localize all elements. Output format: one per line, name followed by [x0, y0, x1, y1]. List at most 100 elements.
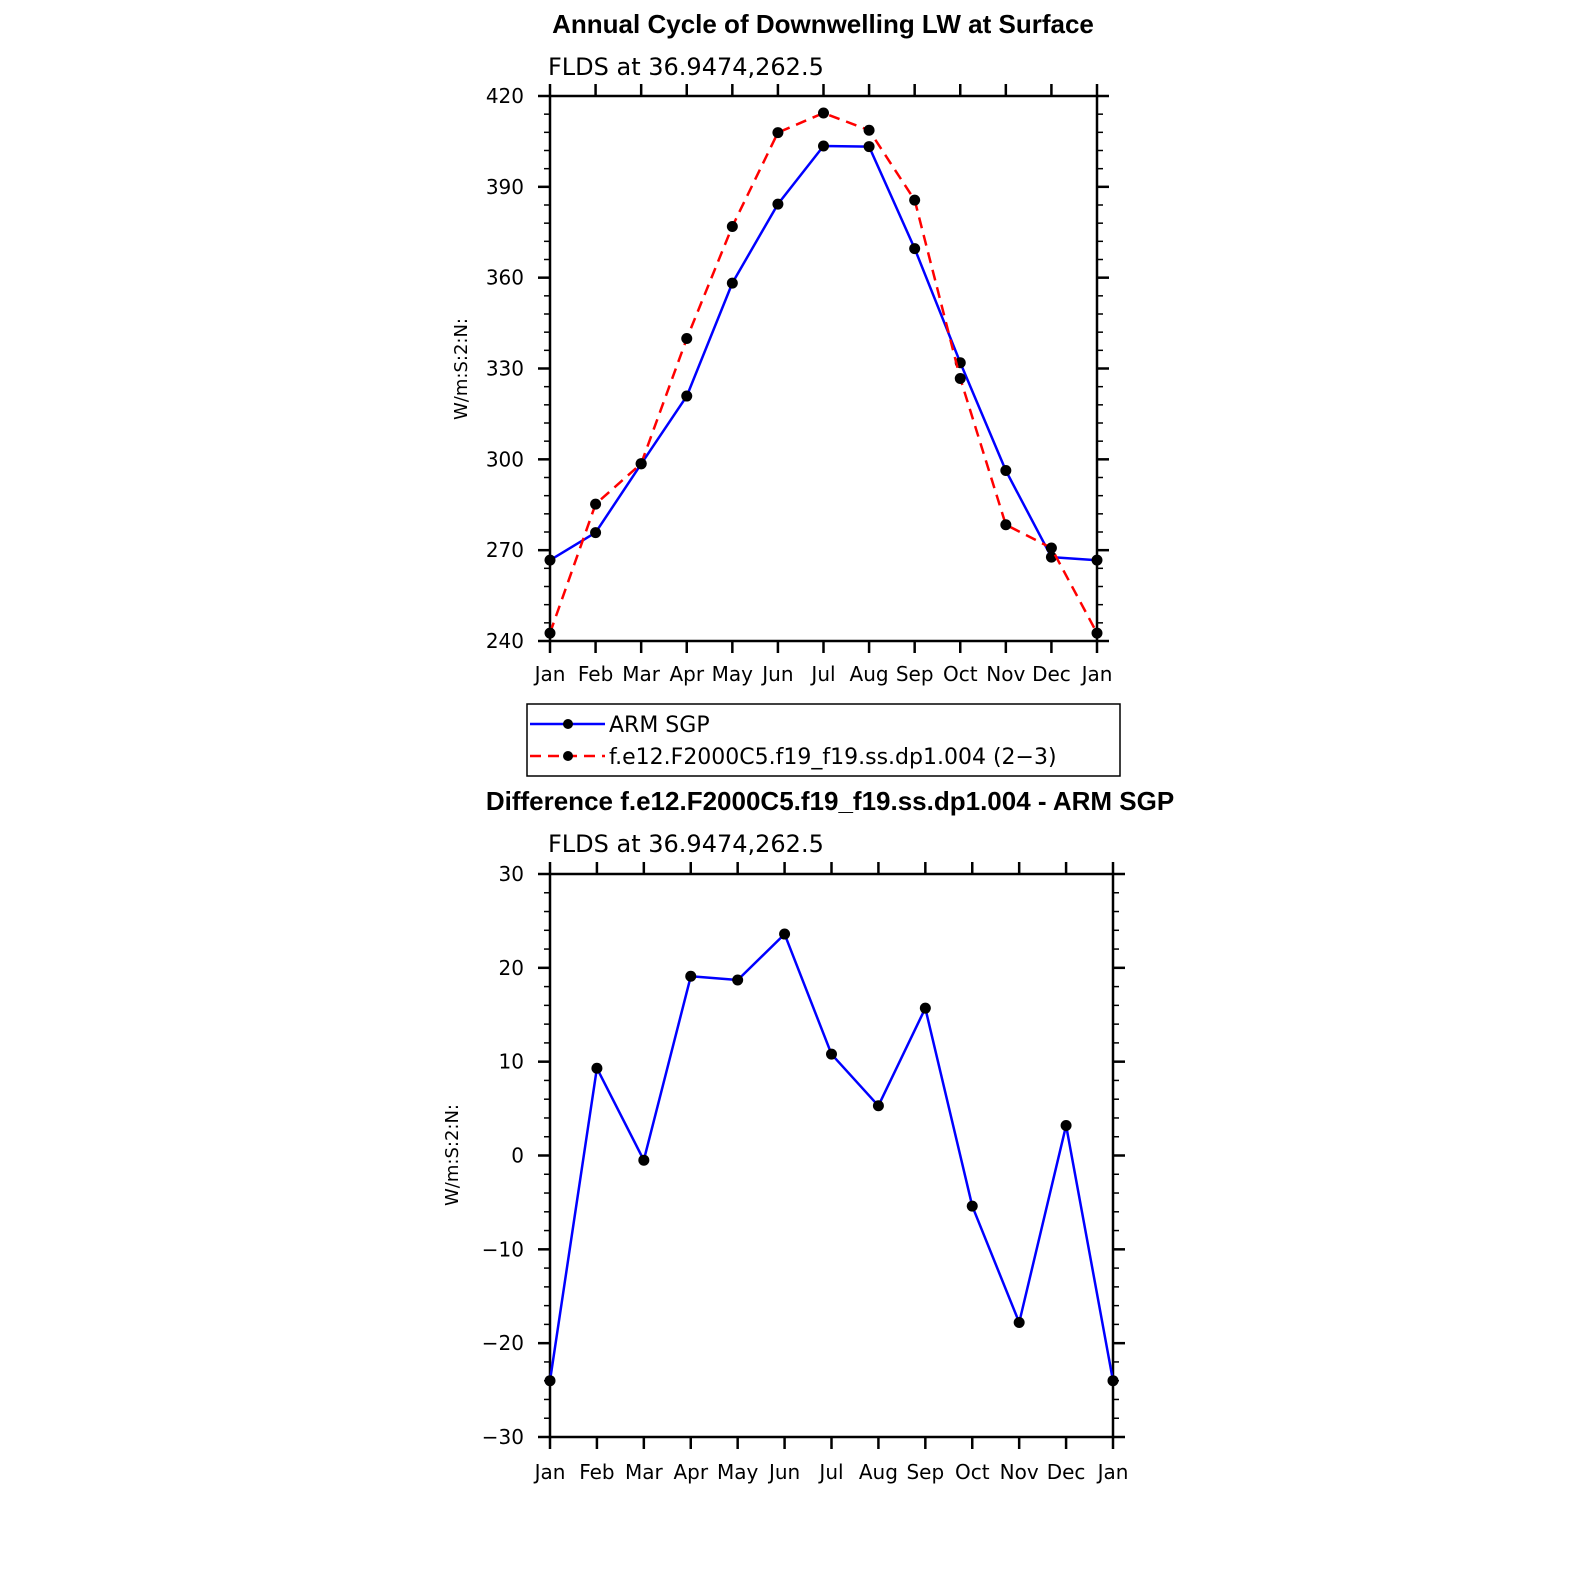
- x-tick-label: Jan: [533, 1460, 566, 1484]
- data-point: [1091, 554, 1103, 566]
- y-tick-labels: −30 −20 −10 0 10 20 30: [482, 862, 524, 1449]
- data-point: [1000, 519, 1012, 531]
- chart-subtitle: FLDS at 36.9474,262.5: [548, 830, 824, 858]
- x-tick-label: Sep: [906, 1460, 944, 1484]
- legend-box: [526, 703, 1121, 777]
- data-point: [872, 1100, 884, 1112]
- legend-marker-arm-sgp: [563, 719, 573, 729]
- data-point: [772, 198, 784, 210]
- chart-title: Difference f.e12.F2000C5.f19_f19.ss.dp1.…: [486, 786, 1174, 816]
- x-tick-label: Nov: [1000, 1460, 1039, 1484]
- y-tick-label: 10: [499, 1050, 524, 1074]
- data-point: [1045, 542, 1057, 554]
- plot-frame: [548, 872, 1115, 1439]
- data-point: [591, 1062, 603, 1074]
- x-tick-label: May: [712, 662, 754, 686]
- y-tick-label: 330: [486, 357, 524, 381]
- legend: ARM SGP f.e12.F2000C5.f19_f19.ss.dp1.004…: [526, 703, 1121, 777]
- data-point: [1091, 627, 1103, 639]
- x-tick-label: Jun: [767, 1460, 800, 1484]
- x-tick-labels: Jan Feb Mar Apr May Jun Jul Aug Sep Oct Nov Dec Jan: [533, 1460, 1129, 1484]
- y-tick-label: −20: [482, 1331, 524, 1355]
- data-point: [863, 141, 875, 153]
- data-point: [966, 1200, 978, 1212]
- y-tick-label: 360: [486, 266, 524, 290]
- x-tick-label: Aug: [850, 662, 889, 686]
- y-tick-label: 270: [486, 538, 524, 562]
- y-tick-label: −10: [482, 1237, 524, 1261]
- data-point: [779, 928, 791, 940]
- y-axis-label: W/m:S:2:N:: [451, 318, 472, 420]
- y-tick-label: 0: [511, 1144, 524, 1168]
- series-line-1: [548, 111, 1099, 634]
- data-point: [732, 974, 744, 986]
- data-point: [818, 107, 829, 119]
- x-tick-label: Oct: [955, 1460, 990, 1484]
- data-point: [909, 194, 921, 206]
- y-tick-label: 240: [486, 629, 524, 653]
- data-point: [1045, 551, 1057, 563]
- x-tick-label: Dec: [1047, 1460, 1086, 1484]
- chart-subtitle: FLDS at 36.9474,262.5: [548, 53, 824, 81]
- series-line-0: [549, 144, 1098, 562]
- data-point: [919, 1002, 931, 1014]
- x-tick-label: Feb: [578, 662, 613, 686]
- data-point: [1060, 1119, 1072, 1131]
- y-tick-label: 20: [499, 956, 524, 980]
- x-tick-label: Sep: [896, 662, 934, 686]
- x-tick-label: Nov: [986, 662, 1025, 686]
- legend-label-arm-sgp: ARM SGP: [609, 713, 710, 738]
- data-point: [1013, 1317, 1025, 1329]
- tick-marks: [538, 84, 1109, 653]
- data-point: [544, 1375, 556, 1387]
- series-group: [544, 928, 1119, 1387]
- y-tick-label: 420: [486, 84, 524, 108]
- chart-title: Annual Cycle of Downwelling LW at Surfac…: [552, 9, 1094, 39]
- x-tick-label: Feb: [579, 1460, 614, 1484]
- x-tick-label: Apr: [669, 662, 704, 686]
- x-tick-label: Jan: [533, 662, 566, 686]
- series-line-0: [548, 932, 1115, 1381]
- data-point: [638, 1154, 650, 1166]
- x-tick-labels: Jan Feb Mar Apr May Jun Jul Aug Sep Oct Nov Dec Jan: [533, 662, 1113, 686]
- data-point: [826, 1048, 837, 1060]
- x-tick-label: Dec: [1032, 662, 1071, 686]
- y-tick-label: 390: [486, 175, 524, 199]
- x-tick-label: Oct: [943, 662, 978, 686]
- data-point: [954, 372, 966, 384]
- series-group: [544, 107, 1103, 639]
- data-point: [590, 498, 602, 510]
- data-point: [544, 554, 556, 566]
- data-point: [635, 458, 647, 470]
- x-tick-label: Jul: [809, 662, 835, 686]
- data-point: [544, 627, 556, 639]
- data-point: [590, 527, 602, 539]
- legend-item-arm-sgp: ARM SGP: [530, 713, 710, 738]
- x-tick-label: Mar: [622, 662, 661, 686]
- data-point: [726, 277, 738, 289]
- tick-marks: [538, 862, 1125, 1449]
- data-point: [818, 140, 829, 152]
- annual-cycle-chart: Annual Cycle of Downwelling LW at Surfac…: [451, 9, 1112, 686]
- data-point: [1000, 465, 1012, 477]
- x-tick-label: Mar: [625, 1460, 664, 1484]
- x-tick-label: Jun: [760, 662, 793, 686]
- legend-item-model: f.e12.F2000C5.f19_f19.ss.dp1.004 (2−3): [530, 745, 1057, 770]
- x-tick-label: Jan: [1080, 662, 1113, 686]
- x-tick-label: Jan: [1096, 1460, 1129, 1484]
- y-tick-label: 30: [499, 862, 524, 886]
- data-point: [863, 124, 875, 136]
- legend-label-model: f.e12.F2000C5.f19_f19.ss.dp1.004 (2−3): [609, 745, 1057, 770]
- data-point: [772, 127, 784, 139]
- data-point: [685, 970, 697, 982]
- legend-marker-model: [563, 751, 573, 761]
- y-tick-label: 300: [486, 447, 524, 471]
- data-point: [726, 220, 738, 232]
- y-tick-label: −30: [482, 1425, 524, 1449]
- data-point: [681, 333, 693, 345]
- y-axis-label: W/m:S:2:N:: [442, 1104, 463, 1206]
- x-tick-label: May: [717, 1460, 759, 1484]
- data-point: [1107, 1375, 1119, 1387]
- data-point: [909, 243, 921, 255]
